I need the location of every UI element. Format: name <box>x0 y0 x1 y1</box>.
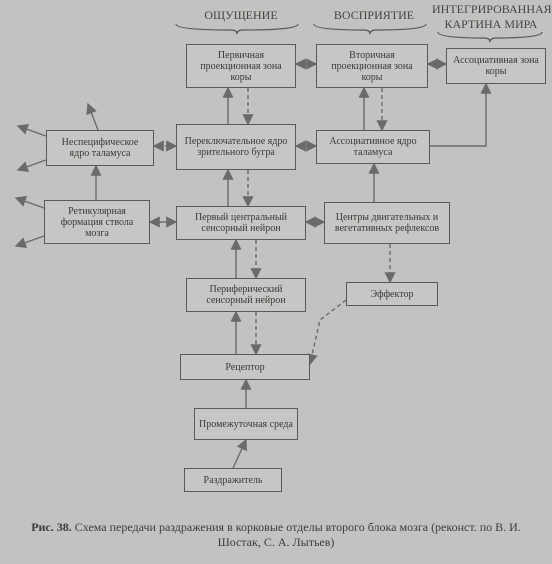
brace-hdr-perception <box>312 22 428 34</box>
node-first-central: Первый центральный сенсорный нейрон <box>176 206 306 240</box>
header-hdr-perception: ВОСПРИЯТИЕ <box>314 8 434 23</box>
diagram-canvas: ОЩУЩЕНИЕ ВОСПРИЯТИЕИНТЕГРИРОВАННАЯ КАРТИН… <box>0 0 552 564</box>
caption-prefix: Рис. 38. <box>31 520 72 534</box>
node-peripheral-neuron: Периферический сенсорный нейрон <box>186 278 306 312</box>
node-receptor: Рецептор <box>180 354 310 380</box>
node-nonspecific-thalamus: Неспецифическое ядро таламуса <box>46 130 154 166</box>
caption-text: Схема передачи раздражения в корковые от… <box>72 520 521 549</box>
brace-hdr-integrated <box>436 30 544 42</box>
node-assoc-thalamus: Ассоциативное ядро таламуса <box>316 130 430 164</box>
edge-reticular-out2 <box>16 236 44 246</box>
node-stimulus: Раздражитель <box>184 468 282 492</box>
node-switch-nucleus: Переключательное ядро зрительного бугра <box>176 124 296 170</box>
edge-nonspecific-thalamus-out4 <box>18 160 46 170</box>
brace-hdr-sensation <box>174 22 300 34</box>
edge-nonspecific-thalamus-out3 <box>18 126 46 136</box>
node-medium: Промежуточная среда <box>194 408 298 440</box>
node-secondary-cortex: Вторичная проекционная зона коры <box>316 44 428 88</box>
node-assoc-cortex: Ассоциативная зона коры <box>446 48 546 84</box>
figure-caption: Рис. 38. Схема передачи раздражения в ко… <box>16 520 536 550</box>
edge-stimulus-medium <box>233 440 246 468</box>
node-effector: Эффектор <box>346 282 438 306</box>
node-motor-centers: Центры двигательных и вегетативных рефле… <box>324 202 450 244</box>
header-hdr-sensation: ОЩУЩЕНИЕ <box>176 8 306 23</box>
edge-assoc-thalamus-assoc-cortex <box>430 84 486 146</box>
node-reticular: Ретикулярная формация ствола мозга <box>44 200 150 244</box>
header-hdr-integrated: ИНТЕГРИРОВАННАЯ КАРТИНА МИРА <box>432 2 550 32</box>
node-primary-cortex: Первичная проекционная зона коры <box>186 44 296 88</box>
edge-effector-receptor <box>310 300 346 364</box>
edge-reticular-out1 <box>16 198 44 208</box>
edge-nonspecific-thalamus-out5 <box>88 104 98 130</box>
